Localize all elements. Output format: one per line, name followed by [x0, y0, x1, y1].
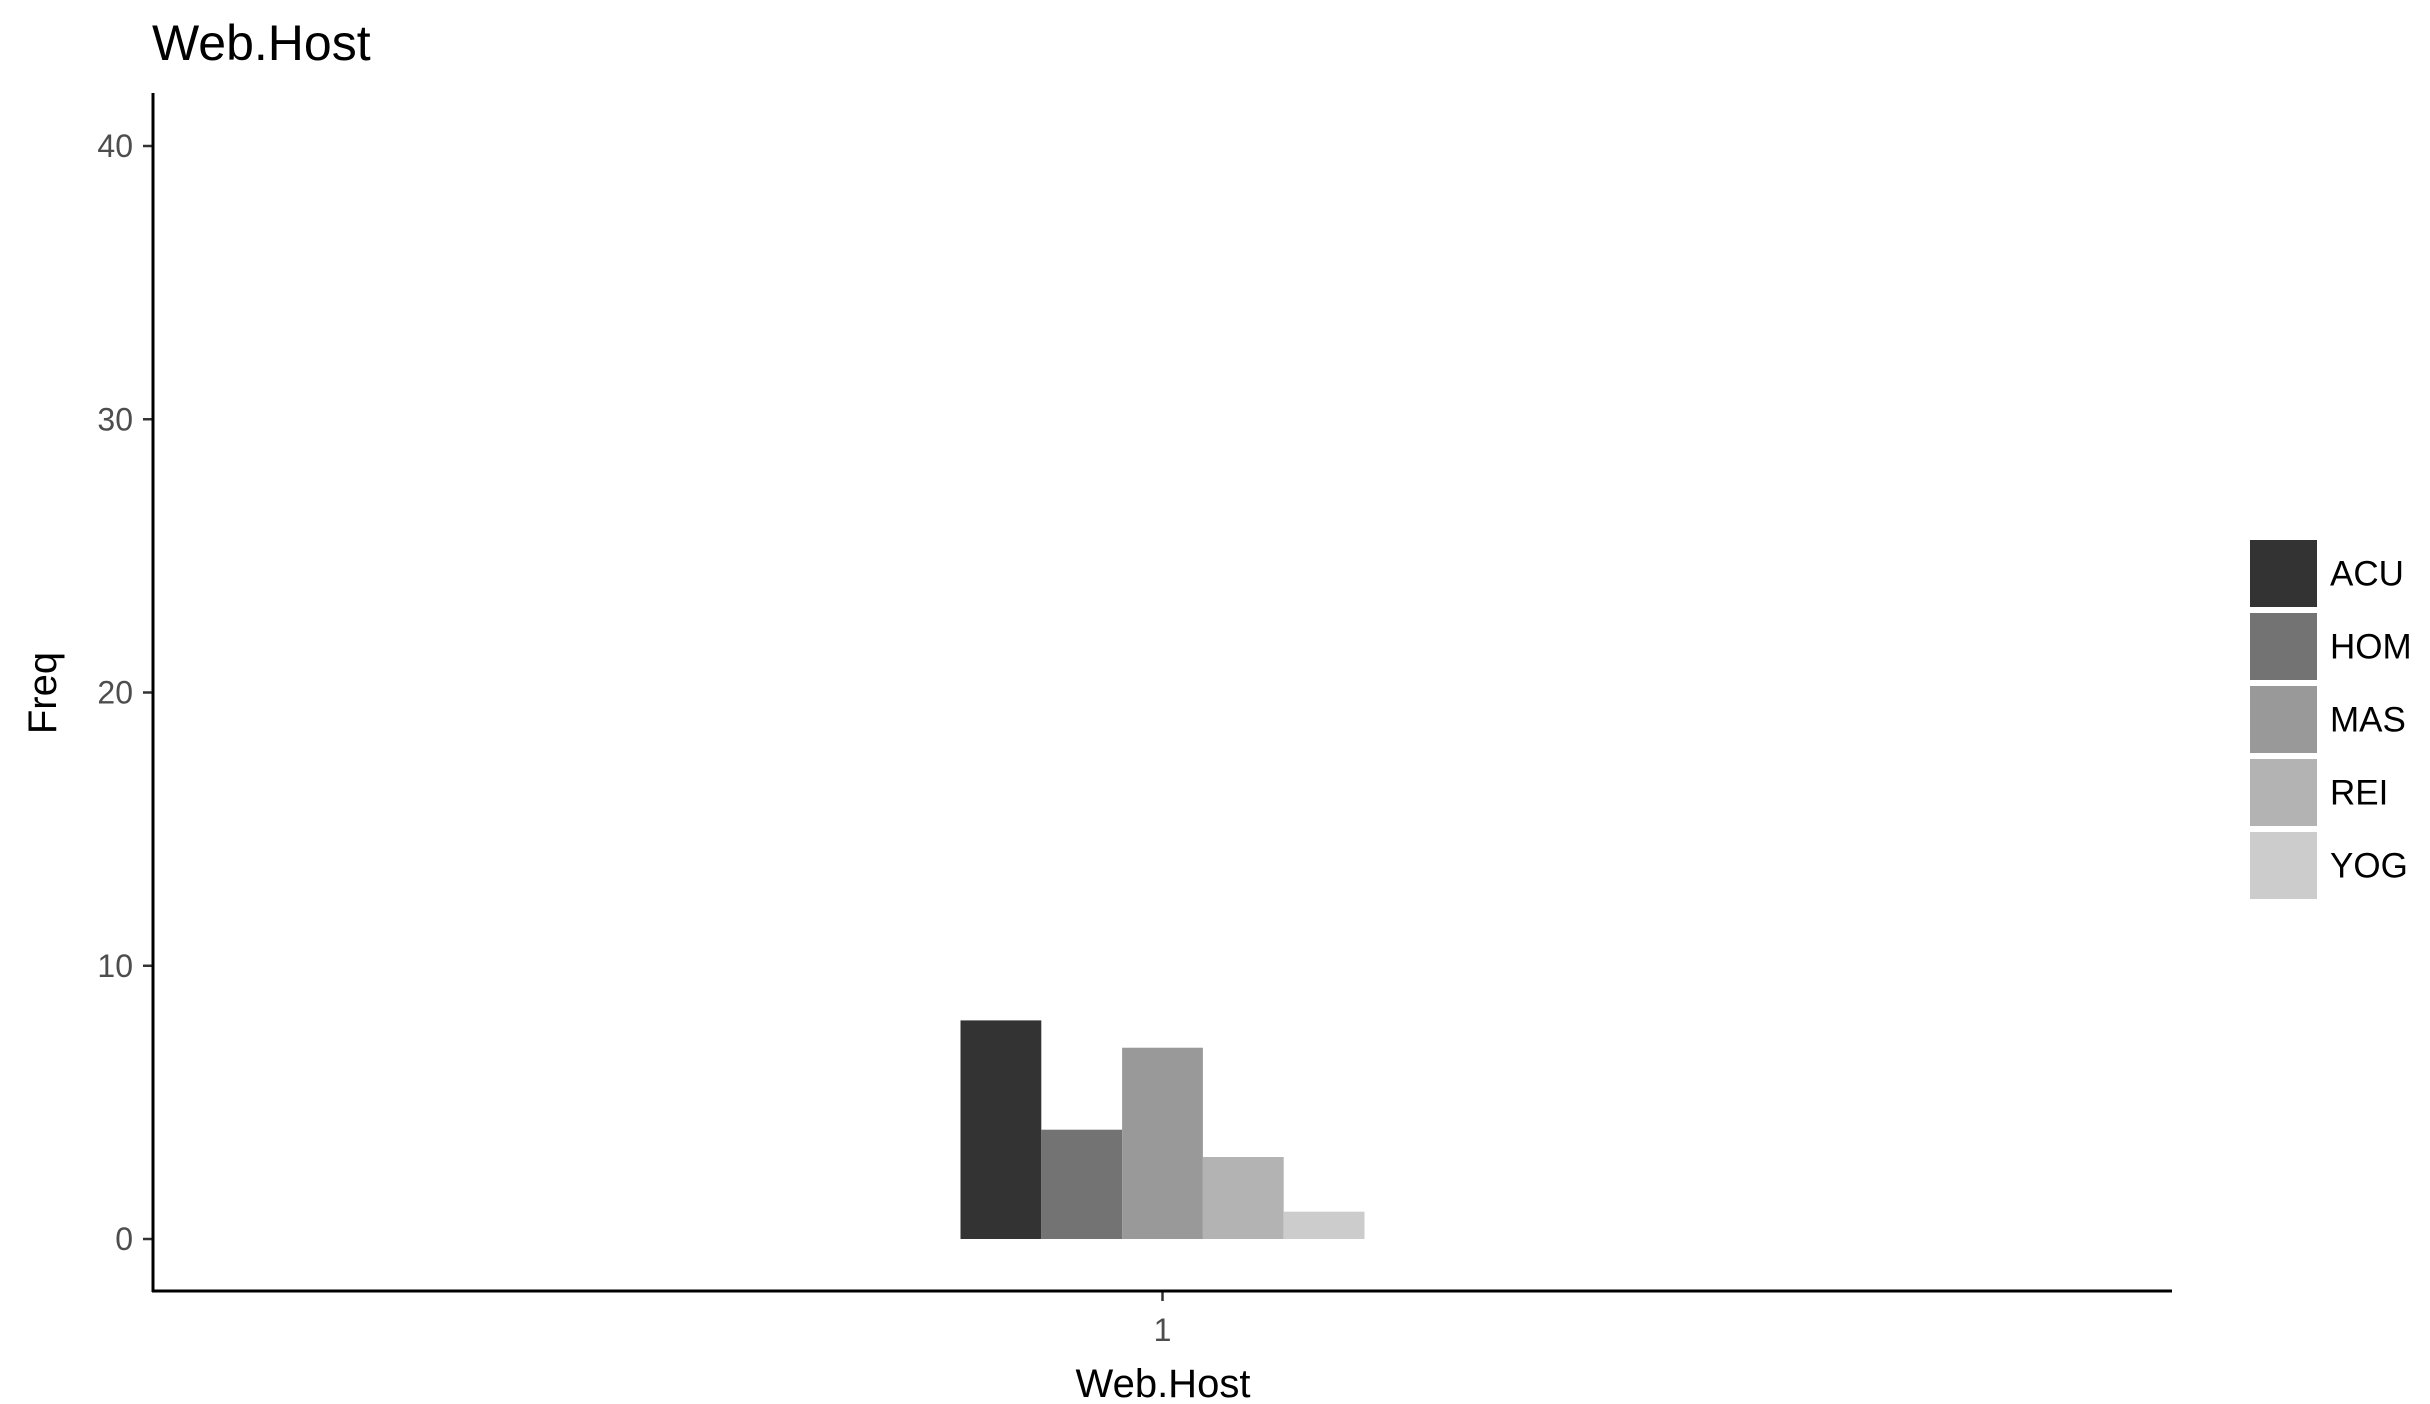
legend-label: ACU [2330, 555, 2404, 594]
legend-key-acu [2250, 540, 2317, 607]
bar-rei [1202, 1157, 1284, 1239]
chart-title: Web.Host [152, 15, 371, 71]
bar-yog [1283, 1211, 1365, 1239]
legend: ACU HOM MAS REI YOG [2250, 540, 2412, 899]
bar-mas [1122, 1047, 1203, 1239]
y-tick-label: 10 [97, 948, 133, 984]
x-tick-label: 1 [1154, 1312, 1172, 1348]
legend-label: HOM [2330, 628, 2412, 667]
bars [960, 1020, 1365, 1239]
legend-key-yog [2250, 832, 2317, 899]
legend-key-mas [2250, 686, 2317, 753]
y-tick-label: 30 [97, 401, 133, 437]
y-tick-label: 0 [115, 1221, 133, 1257]
x-axis-title: Web.Host [1076, 1362, 1251, 1404]
y-tick-label: 20 [97, 675, 133, 711]
y-tick-label: 40 [97, 128, 133, 164]
y-axis-title: Freq [21, 652, 65, 734]
legend-key-hom [2250, 613, 2317, 680]
x-axis-ticks: 1 [1154, 1291, 1172, 1348]
legend-key-rei [2250, 759, 2317, 826]
bar-acu [960, 1020, 1042, 1239]
y-axis-ticks: 0 10 20 30 40 [97, 128, 153, 1257]
legend-label: YOG [2330, 847, 2408, 886]
bar-hom [1041, 1129, 1123, 1239]
legend-label: REI [2330, 774, 2388, 813]
legend-label: MAS [2330, 701, 2406, 740]
